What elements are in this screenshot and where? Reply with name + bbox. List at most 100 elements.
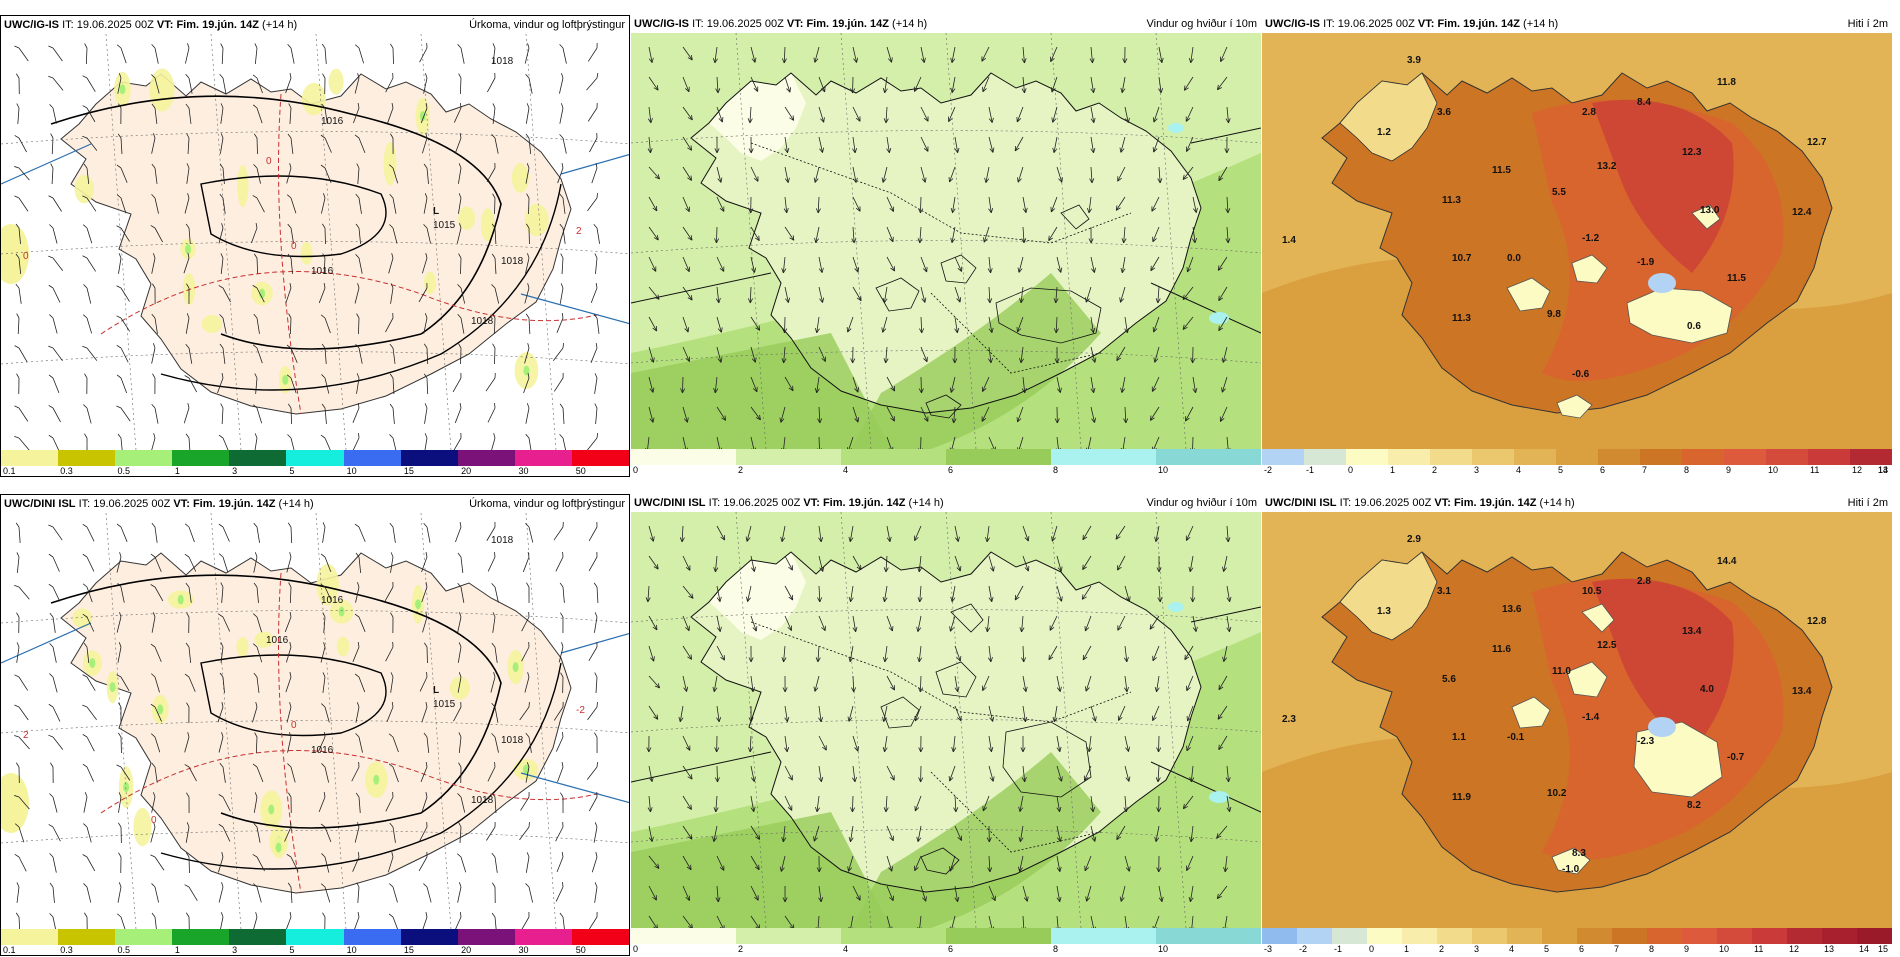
init-time-label: IT:	[62, 19, 74, 31]
colorbar-swatch	[1472, 928, 1507, 944]
colorbar-swatch	[1051, 449, 1104, 465]
colorbar-swatch	[1724, 449, 1766, 465]
valid-time-label: VT:	[803, 497, 820, 509]
colorbar-tick-label: -3	[1264, 944, 1272, 954]
colorbar-tick-label: 30	[518, 466, 528, 476]
colorbar-swatch	[999, 449, 1052, 465]
valid-time-label: VT:	[1434, 497, 1451, 509]
map-value-label: 12.5	[1597, 640, 1617, 651]
map-value-label: 2.8	[1637, 576, 1651, 587]
init-time: 19.06.2025 00Z	[77, 19, 154, 31]
colorbar-swatch	[631, 928, 684, 944]
colorbar-tick-label: 0	[1348, 465, 1353, 475]
map-value-label: 1018	[491, 535, 514, 546]
map-value-label: 14.4	[1717, 556, 1737, 567]
colorbar-tick-label: 7	[1614, 944, 1619, 954]
colorbar-tick-label: 10	[1768, 465, 1778, 475]
map-value-label: -2	[576, 705, 585, 716]
map-value-label: -1.2	[1582, 233, 1600, 244]
map-value-label: 1018	[501, 256, 524, 267]
lead-time: (+14 h)	[892, 18, 927, 30]
valid-time: Fim. 19.jún. 14Z	[176, 19, 259, 31]
colorbar-swatch	[999, 928, 1052, 944]
colorbar-tick-label: 50	[576, 466, 586, 476]
colorbar-swatch	[1612, 928, 1647, 944]
map-value-label: 1015	[433, 220, 456, 231]
colorbar-tick-label: 10	[347, 466, 357, 476]
colorbar-swatch	[841, 449, 894, 465]
map-value-label: 13.6	[1502, 604, 1522, 615]
lead-time: (+14 h)	[262, 19, 297, 31]
colorbar-swatch	[1402, 928, 1437, 944]
colorbar-swatch	[1156, 449, 1209, 465]
map-value-label: -0.7	[1727, 752, 1745, 763]
map-value-label: 8.4	[1637, 97, 1651, 108]
map-value-label: -1.4	[1582, 712, 1600, 723]
forecast-map	[631, 512, 1261, 928]
map-value-label: 1015	[433, 699, 456, 710]
colorbar-swatch	[841, 928, 894, 944]
colorbar-swatch	[1682, 449, 1724, 465]
valid-time: Fim. 19.jún. 14Z	[193, 498, 276, 510]
init-time: 19.06.2025 00Z	[1354, 497, 1431, 509]
panel-title: Vindur og hviður í 10m	[1147, 494, 1257, 512]
colorbar-tick-label: 5	[1558, 465, 1563, 475]
map-value-label: 12.7	[1807, 137, 1827, 148]
valid-time: Fim. 19.jún. 14Z	[806, 18, 889, 30]
map-value-label: 10.2	[1547, 788, 1567, 799]
colorbar-swatch	[789, 928, 842, 944]
colorbar-swatch	[1787, 928, 1822, 944]
colorbar-swatch	[1430, 449, 1472, 465]
colorbar-tick-label: 2	[738, 944, 743, 954]
panel-title: Úrkoma, vindur og loftþrýstingur	[469, 16, 625, 34]
panel-header: UWC/DINI ISL IT: 19.06.2025 00Z VT: Fim.…	[631, 494, 1261, 512]
colorbar-tick-label: 8	[1053, 944, 1058, 954]
colorbar-tick-label: 14	[1859, 944, 1869, 954]
colorbar-swatch	[1, 450, 58, 466]
map-value-label: 12.4	[1792, 207, 1812, 218]
colorbar-tick-label: 3	[232, 466, 237, 476]
colorbar	[1262, 449, 1892, 465]
panel-title: Úrkoma, vindur og loftþrýstingur	[469, 495, 625, 513]
colorbar-tick-label: 10	[1158, 944, 1168, 954]
colorbar-tick-label: 0	[1369, 944, 1374, 954]
colorbar-tick-label: 20	[461, 466, 471, 476]
colorbar	[631, 928, 1261, 944]
precip-area	[384, 142, 397, 186]
colorbar-tick-label: -1	[1306, 465, 1314, 475]
colorbar-swatch	[1808, 449, 1850, 465]
map-value-label: 10.7	[1452, 253, 1472, 264]
precip-area	[513, 662, 519, 672]
colorbar-tick-label: 4	[1516, 465, 1521, 475]
colorbar-swatch	[1104, 449, 1157, 465]
colorbar-tick-label: 8	[1684, 465, 1689, 475]
forecast-map	[631, 33, 1261, 449]
model-name: UWC/IG-IS	[634, 18, 689, 30]
valid-time: Fim. 19.jún. 14Z	[1437, 18, 1520, 30]
map-value-label: -0.1	[1507, 732, 1525, 743]
forecast-panel-precip-igis: UWC/IG-IS IT: 19.06.2025 00Z VT: Fim. 19…	[0, 15, 630, 477]
colorbar-tick-label: 7	[1642, 465, 1647, 475]
colorbar-tick-label: -1	[1334, 944, 1342, 954]
map-value-label: 5.6	[1442, 674, 1456, 685]
map-value-label: 2	[576, 226, 582, 237]
colorbar-swatch	[1717, 928, 1752, 944]
lead-time: (+14 h)	[1540, 497, 1575, 509]
map-value-label: 8.3	[1572, 848, 1586, 859]
colorbar-swatch	[229, 450, 286, 466]
map-value-label: 1016	[311, 745, 334, 756]
colorbar-swatch	[115, 929, 172, 945]
forecast-panel-wind-dini: UWC/DINI ISL IT: 19.06.2025 00Z VT: Fim.…	[631, 494, 1261, 956]
colorbar-swatch	[172, 450, 229, 466]
map-value-label: 11.3	[1452, 313, 1471, 324]
colorbar-tick-label: 10	[1158, 465, 1168, 475]
colorbar-tick-label: 5	[289, 945, 294, 955]
map-value-label: 0	[291, 720, 297, 731]
colorbar-swatch	[515, 450, 572, 466]
colorbar-swatch	[1437, 928, 1472, 944]
colorbar-swatch	[458, 929, 515, 945]
